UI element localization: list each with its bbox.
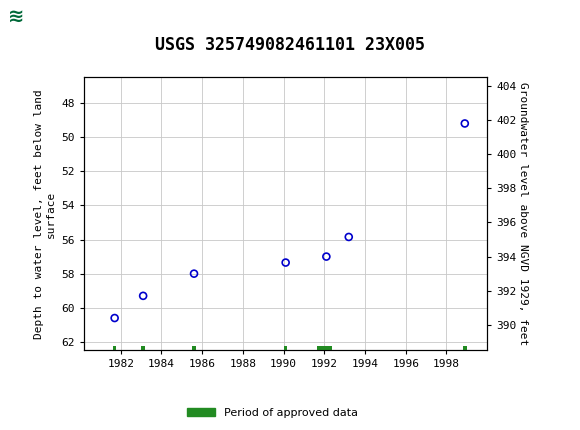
Text: USGS 325749082461101 23X005: USGS 325749082461101 23X005 [155,36,425,54]
Point [110,315,119,322]
Y-axis label: Depth to water level, feet below land
surface: Depth to water level, feet below land su… [34,89,56,339]
FancyBboxPatch shape [6,3,55,29]
Point [460,120,469,127]
Bar [142,346,145,351]
Point [322,253,331,260]
Bar [113,346,117,351]
Point [344,233,353,240]
Bar [463,346,467,351]
Point [139,292,148,299]
Legend: Period of approved data: Period of approved data [183,403,362,422]
Bar [192,346,196,351]
Point [190,270,199,277]
Bar [317,346,332,351]
Text: ≋: ≋ [8,6,24,26]
Text: USGS: USGS [61,7,116,25]
Point [281,259,291,266]
Bar [284,346,288,351]
Y-axis label: Groundwater level above NGVD 1929, feet: Groundwater level above NGVD 1929, feet [517,82,528,346]
